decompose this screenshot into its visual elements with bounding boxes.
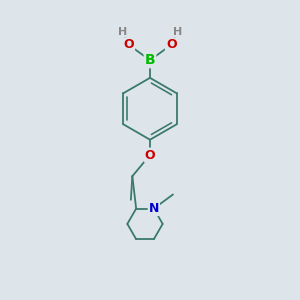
Text: O: O bbox=[124, 38, 134, 51]
Text: N: N bbox=[148, 202, 159, 215]
Text: O: O bbox=[166, 38, 176, 51]
Text: H: H bbox=[118, 27, 127, 37]
Text: B: B bbox=[145, 53, 155, 67]
Text: H: H bbox=[173, 27, 182, 37]
Text: O: O bbox=[145, 148, 155, 161]
